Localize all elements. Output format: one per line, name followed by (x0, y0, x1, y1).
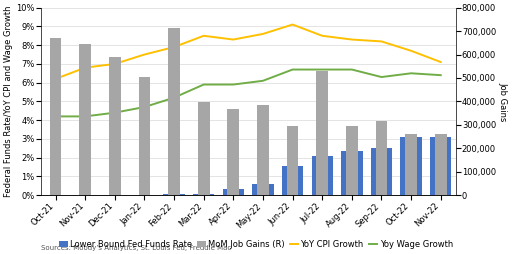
Bar (405, 134, 417, 195)
Bar (282, 166, 303, 195)
Yoy Wage Growth (141, 105, 147, 108)
YoY CPI Growth (230, 38, 237, 41)
Bar (400, 137, 422, 195)
Text: Sources: Moody’s Analytics, St. Louis Fed, Freddie Mac: Sources: Moody’s Analytics, St. Louis Fe… (41, 245, 231, 251)
YoY CPI Growth (349, 38, 355, 41)
Bar (227, 109, 239, 195)
Yoy Wage Growth (171, 96, 177, 99)
Bar (193, 194, 215, 195)
Line: YoY CPI Growth: YoY CPI Growth (55, 25, 441, 79)
Bar (287, 126, 298, 195)
Y-axis label: Job Gains: Job Gains (499, 82, 508, 121)
Yoy Wage Growth (201, 83, 207, 86)
Bar (198, 102, 209, 195)
YoY CPI Growth (52, 77, 58, 81)
Bar (168, 28, 180, 195)
YoY CPI Growth (171, 45, 177, 49)
Bar (50, 38, 61, 195)
Y-axis label: Federal Funds Rate/YoY CPI and Wage Growth: Federal Funds Rate/YoY CPI and Wage Grow… (4, 6, 13, 197)
YoY CPI Growth (82, 66, 88, 69)
YoY CPI Growth (408, 49, 414, 52)
Bar (257, 105, 269, 195)
Yoy Wage Growth (378, 75, 385, 78)
Bar (311, 156, 333, 195)
Bar (435, 134, 446, 195)
Bar (371, 148, 392, 195)
YoY CPI Growth (378, 40, 385, 43)
Yoy Wage Growth (112, 111, 118, 114)
Bar (316, 71, 328, 195)
YoY CPI Growth (438, 60, 444, 64)
Yoy Wage Growth (289, 68, 295, 71)
YoY CPI Growth (112, 62, 118, 66)
Bar (430, 137, 452, 195)
Bar (109, 57, 121, 195)
Yoy Wage Growth (230, 83, 237, 86)
Bar (79, 43, 91, 195)
Bar (163, 194, 185, 195)
Legend: Lower Bound Fed Funds Rate, MoM Job Gains (R), YoY CPI Growth, Yoy Wage Growth: Lower Bound Fed Funds Rate, MoM Job Gain… (56, 237, 456, 252)
Yoy Wage Growth (438, 74, 444, 77)
Yoy Wage Growth (319, 68, 325, 71)
Line: Yoy Wage Growth: Yoy Wage Growth (55, 70, 441, 116)
YoY CPI Growth (260, 33, 266, 36)
Bar (252, 184, 273, 195)
YoY CPI Growth (289, 23, 295, 26)
Bar (223, 189, 244, 195)
Bar (139, 77, 151, 195)
YoY CPI Growth (319, 34, 325, 37)
Yoy Wage Growth (349, 68, 355, 71)
Bar (376, 121, 388, 195)
YoY CPI Growth (141, 53, 147, 56)
Yoy Wage Growth (52, 115, 58, 118)
Bar (346, 126, 358, 195)
Bar (341, 151, 362, 195)
Yoy Wage Growth (260, 79, 266, 82)
Yoy Wage Growth (408, 72, 414, 75)
Yoy Wage Growth (82, 115, 88, 118)
YoY CPI Growth (201, 34, 207, 37)
